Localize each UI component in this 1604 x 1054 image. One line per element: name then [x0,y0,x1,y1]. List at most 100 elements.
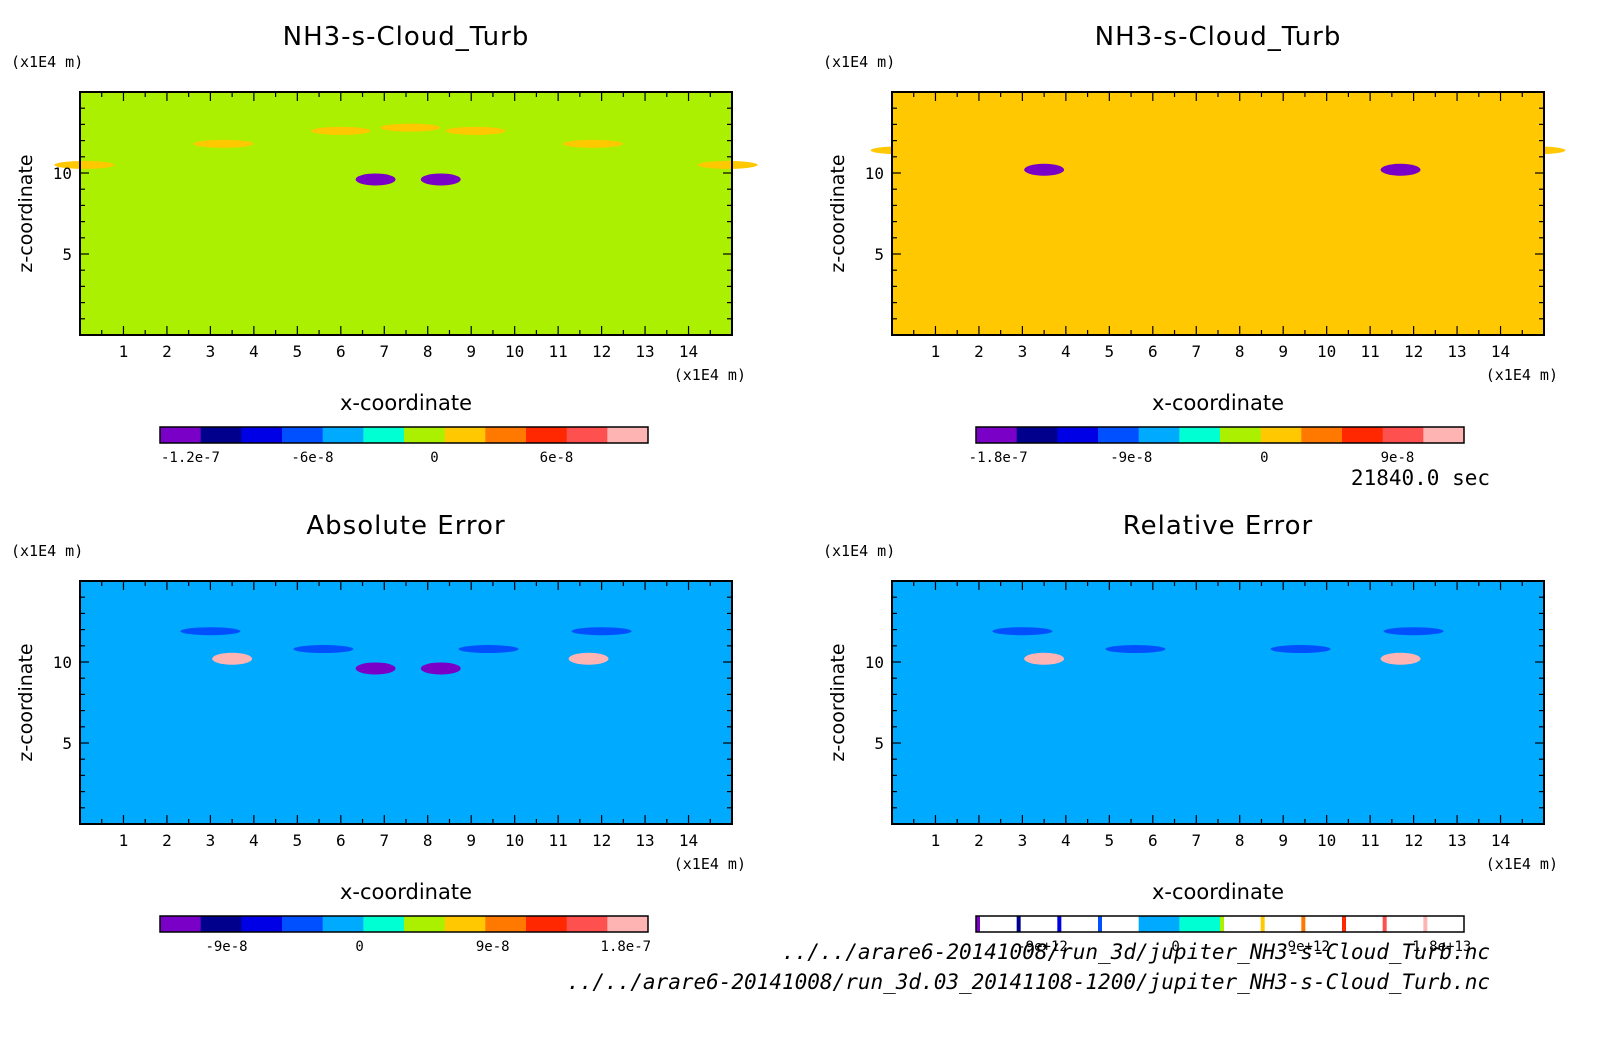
colorbar-bin [363,427,405,443]
colorbar-bin [1382,916,1424,932]
colorbar-tick-label: -1.2e-7 [161,450,220,466]
colorbar-bin [1098,427,1140,443]
field-feature [355,173,396,186]
colorbar-bin [976,916,1018,932]
colorbar-bin [976,427,1018,443]
x-axis-label: x-coordinate [1152,391,1284,415]
x-tick-label: 6 [336,342,346,361]
colorbar-line [1220,916,1224,932]
x-tick-label: 7 [379,831,389,850]
x-unit-label: (x1E4 m) [674,855,746,873]
colorbar-line [1342,916,1346,932]
colorbar-bin [200,916,242,932]
x-tick-label: 2 [974,831,984,850]
colorbar-frame [159,915,649,933]
x-tick-label: 6 [336,831,346,850]
x-tick-label: 12 [1404,831,1423,850]
colorbar-bin [526,916,568,932]
field-feature [193,139,254,148]
field-feature [1101,159,1162,168]
colorbar-bin [607,427,649,443]
colorbar-bin [1138,427,1180,443]
field-feature [54,160,115,169]
field-feature [420,173,461,186]
field-feature [1505,146,1566,155]
x-tick-label: 8 [1235,831,1245,850]
field-feature [562,139,623,148]
colorbar-tick-label: 9e+12 [1288,939,1330,955]
colorbar-bin [1179,427,1221,443]
panel-title: NH3-s-Cloud_Turb [283,22,530,52]
y-tick-label: 10 [865,653,884,672]
x-tick-label: 4 [1061,342,1071,361]
x-tick-label: 11 [549,831,568,850]
x-tick-label: 5 [293,342,303,361]
colorbar-bin [1057,916,1099,932]
colorbar-tick-label: -6e-8 [291,450,333,466]
colorbar-tick-label: 0 [430,450,438,466]
x-tick-label: 7 [379,342,389,361]
field-feature [355,662,396,675]
colorbar-tick-label: 1.8e+13 [1412,939,1471,955]
plot-area [80,581,732,824]
colorbar-bin [1098,916,1140,932]
x-tick-label: 2 [162,831,172,850]
field-feature [1392,136,1453,145]
colorbar-bin [444,427,486,443]
x-tick-label: 14 [1491,342,1510,361]
colorbar-bin [363,916,405,932]
x-tick-label: 14 [679,342,698,361]
y-unit-label: (x1E4 m) [823,53,895,71]
colorbar-bin [1301,427,1343,443]
x-tick-label: 14 [1491,831,1510,850]
y-tick-label: 5 [62,734,72,753]
x-tick-label: 13 [1447,342,1466,361]
colorbar-line [1423,916,1428,932]
colorbar-bin [160,916,202,932]
panel-title: Absolute Error [306,511,505,541]
x-tick-label: 11 [549,342,568,361]
x-tick-label: 8 [1235,342,1245,361]
colorbar-bin [404,916,446,932]
y-axis-label: z-coordinate [15,154,37,272]
x-tick-label: 8 [423,831,433,850]
x-tick-label: 12 [1404,342,1423,361]
colorbar-bin [485,427,527,443]
colorbar-line [1260,916,1265,932]
y-unit-label: (x1E4 m) [823,542,895,560]
x-unit-label: (x1E4 m) [1486,366,1558,384]
colorbar-line [1301,916,1306,932]
x-axis-label: x-coordinate [340,391,472,415]
file-path-1: ../../arare6-20141008/run_3d/jupiter_NH3… [781,940,1490,964]
colorbar-bin [1423,916,1465,932]
colorbar-line [1016,916,1021,932]
x-tick-label: 8 [423,342,433,361]
x-tick-label: 6 [1148,342,1158,361]
x-tick-label: 13 [635,342,654,361]
colorbar-tick-label: -9e-8 [1110,450,1152,466]
y-unit-label: (x1E4 m) [11,53,83,71]
colorbar-frame [975,426,1465,444]
colorbar-bin [607,916,649,932]
time-label: 21840.0 sec [1350,466,1490,490]
field-feature [1024,163,1065,176]
field-feature [380,123,441,132]
field-feature [568,652,609,665]
panel-2: NH3-s-Cloud_Turb(x1E4 m)1 2 3 4 5 6 7 8 9 10 11 12 1… [823,22,1566,466]
x-unit-label: (x1E4 m) [674,366,746,384]
colorbar-bin [282,427,324,443]
colorbar-tick-label: 6e-8 [540,450,574,466]
colorbar-line [1057,916,1062,932]
x-tick-label: 9 [466,831,476,850]
file-path-2: ../../arare6-20141008/run_3d.03_20141108… [567,970,1490,994]
colorbar-bin [526,427,568,443]
x-tick-label: 11 [1361,342,1380,361]
colorbar-bin [1342,427,1384,443]
x-tick-label: 3 [206,831,216,850]
colorbar-bin [1260,916,1302,932]
x-tick-label: 13 [1447,831,1466,850]
colorbar-frame [159,426,649,444]
x-tick-label: 2 [974,342,984,361]
y-tick-label: 10 [53,164,72,183]
